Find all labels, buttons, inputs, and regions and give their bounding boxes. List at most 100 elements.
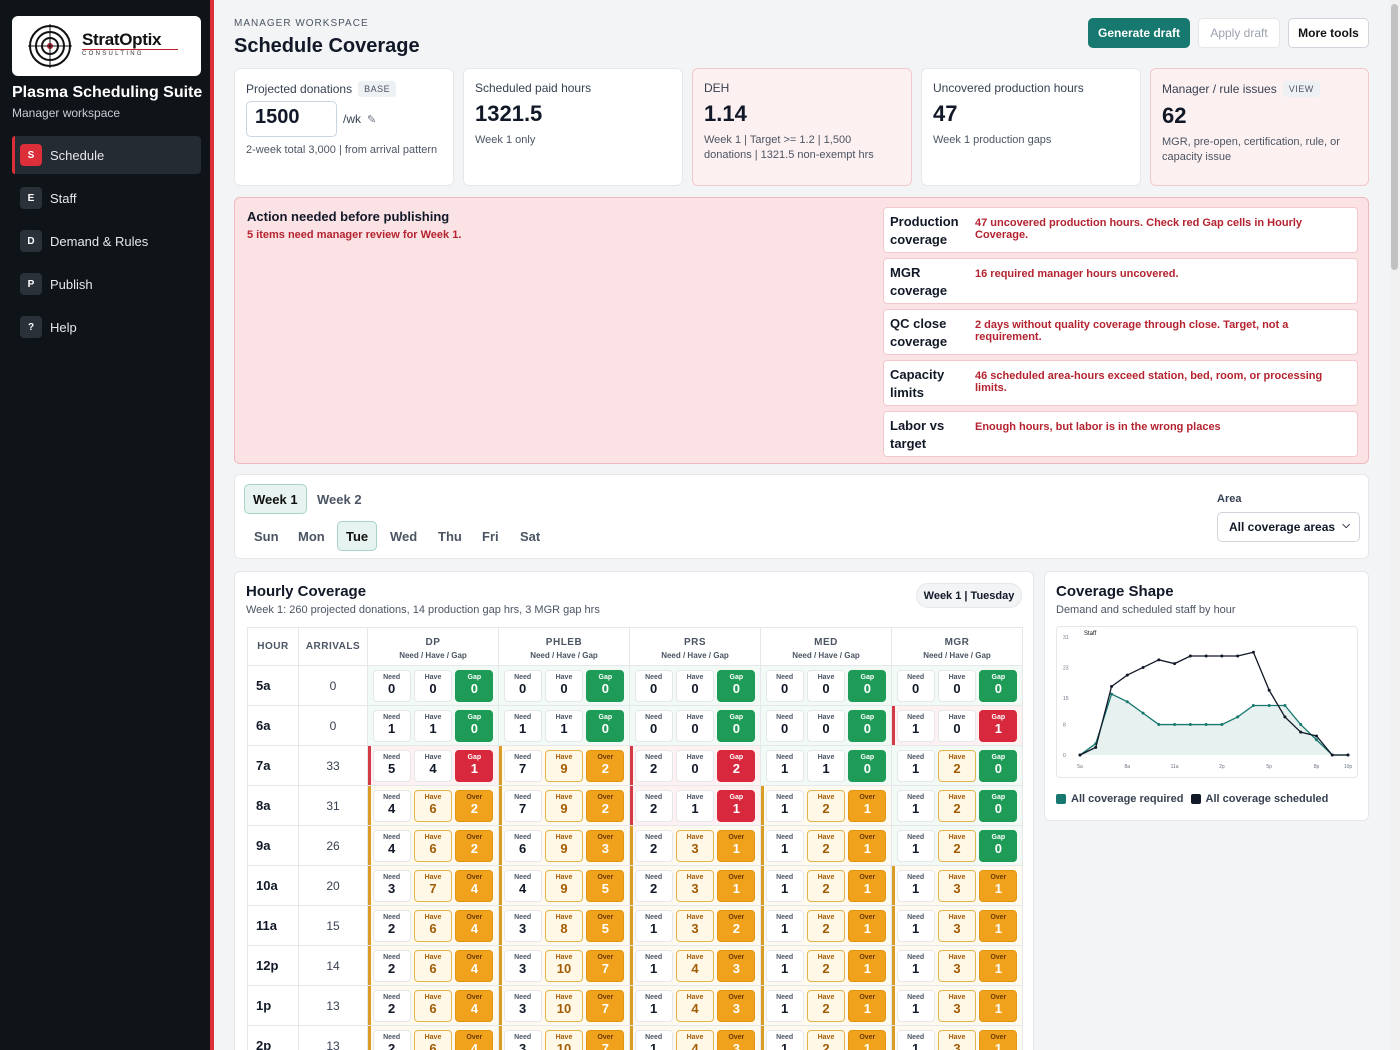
have-box: Have 3 (937, 989, 976, 1022)
need-box-label: Need (776, 833, 794, 841)
day-wed[interactable]: Wed (390, 528, 418, 544)
coverage-cell[interactable]: Need 3 Have 10 Over 7 (498, 1025, 630, 1050)
more-tools-button[interactable]: More tools (1288, 18, 1369, 48)
coverage-cell[interactable]: Need 5 Have 4 Gap 1 (367, 745, 499, 786)
coverage-cell[interactable]: Need 2 Have 3 Over 1 (629, 825, 761, 866)
coverage-cell[interactable]: Need 2 Have 3 Over 1 (629, 865, 761, 906)
day-fri[interactable]: Fri (482, 528, 499, 544)
coverage-cell[interactable]: Need 0 Have 0 Gap 0 (629, 705, 761, 746)
coverage-cell[interactable]: Need 1 Have 0 Gap 1 (891, 705, 1023, 746)
coverage-cell[interactable]: Need 2 Have 0 Gap 2 (629, 745, 761, 786)
need-box: Need 3 (503, 949, 542, 982)
coverage-cell[interactable]: Need 1 Have 2 Gap 0 (891, 825, 1023, 866)
coverage-cell[interactable]: Need 7 Have 9 Over 2 (498, 745, 630, 786)
coverage-cell[interactable]: Need 1 Have 1 Gap 0 (760, 745, 892, 786)
coverage-cell-values: Need 2 Have 6 Over 4 (368, 989, 498, 1022)
donations-input[interactable]: 1500 (246, 101, 337, 137)
kpi-manager-issues[interactable]: Manager / rule issues VIEW 62 MGR, pre-o… (1150, 68, 1369, 186)
issue-capacity-limits[interactable]: Capacity limits 46 scheduled area-hours … (883, 360, 1358, 406)
issue-production-coverage[interactable]: Production coverage 47 uncovered product… (883, 207, 1358, 253)
area-name: MED (814, 636, 838, 648)
status-box-label: Over (466, 793, 483, 801)
coverage-cell[interactable]: Need 1 Have 3 Over 1 (891, 1025, 1023, 1050)
scrollbar-thumb[interactable] (1391, 4, 1398, 270)
page-scrollbar[interactable] (1389, 0, 1400, 1050)
coverage-cell[interactable]: Need 2 Have 6 Over 4 (367, 985, 499, 1026)
coverage-cell[interactable]: Need 1 Have 2 Over 1 (760, 985, 892, 1026)
coverage-cell[interactable]: Need 1 Have 3 Over 2 (629, 905, 761, 946)
series-point-0 (1141, 711, 1145, 715)
sidebar-item-demand-rules[interactable]: D Demand & Rules (12, 222, 201, 260)
coverage-cell[interactable]: Need 1 Have 2 Over 1 (760, 905, 892, 946)
coverage-cell[interactable]: Need 1 Have 4 Over 3 (629, 1025, 761, 1050)
status-box-value: 2 (732, 920, 740, 936)
coverage-cell-values: Need 5 Have 4 Gap 1 (368, 749, 498, 782)
coverage-cell[interactable]: Need 1 Have 1 Gap 0 (367, 705, 499, 746)
day-sat[interactable]: Sat (520, 528, 541, 544)
have-box-label: Have (555, 793, 573, 801)
coverage-cell[interactable]: Need 1 Have 3 Over 1 (891, 985, 1023, 1026)
coverage-cell[interactable]: Need 3 Have 8 Over 5 (498, 905, 630, 946)
generate-draft-button[interactable]: Generate draft (1088, 18, 1190, 48)
pencil-icon[interactable]: ✎ (367, 113, 377, 126)
sidebar-item-publish[interactable]: P Publish (12, 265, 201, 303)
coverage-cell[interactable]: Need 0 Have 0 Gap 0 (629, 665, 761, 706)
kpi-label: Manager / rule issues VIEW (1162, 81, 1357, 97)
issue-qc-close-coverage[interactable]: QC close coverage 2 days without quality… (883, 309, 1358, 355)
coverage-cell[interactable]: Need 3 Have 10 Over 7 (498, 985, 630, 1026)
tab-week-1[interactable]: Week 1 (244, 484, 307, 514)
coverage-cell[interactable]: Need 4 Have 6 Over 2 (367, 825, 499, 866)
coverage-cell[interactable]: Need 0 Have 0 Gap 0 (498, 665, 630, 706)
need-box: Need 0 (634, 709, 673, 742)
coverage-cell[interactable]: Need 0 Have 0 Gap 0 (760, 665, 892, 706)
y-tick-label: 23 (1063, 665, 1069, 671)
coverage-cell[interactable]: Need 3 Have 7 Over 4 (367, 865, 499, 906)
day-mon[interactable]: Mon (298, 528, 325, 544)
have-box: Have 4 (675, 949, 714, 982)
coverage-cell[interactable]: Need 2 Have 6 Over 4 (367, 1025, 499, 1050)
coverage-cell[interactable]: Need 0 Have 0 Gap 0 (367, 665, 499, 706)
coverage-cell[interactable]: Need 0 Have 0 Gap 0 (891, 665, 1023, 706)
sidebar-item-schedule[interactable]: S Schedule (12, 136, 201, 174)
day-tue[interactable]: Tue (337, 521, 378, 551)
coverage-cell[interactable]: Need 1 Have 2 Gap 0 (891, 745, 1023, 786)
table-row: 8a 31 Need 4 Have 6 Over 2 Need 7 Have 9 Over 2 Need 2 H… (247, 785, 1023, 826)
coverage-cell[interactable]: Need 1 Have 4 Over 3 (629, 945, 761, 986)
view-tag[interactable]: VIEW (1282, 81, 1320, 97)
coverage-cell[interactable]: Need 1 Have 3 Over 1 (891, 865, 1023, 906)
area-select[interactable]: All coverage areas ⌵ (1217, 512, 1360, 542)
have-box-value: 6 (429, 800, 437, 816)
day-sun[interactable]: Sun (254, 528, 279, 544)
coverage-cell[interactable]: Need 1 Have 2 Over 1 (760, 865, 892, 906)
sidebar-item-help[interactable]: ? Help (12, 308, 201, 346)
coverage-cell[interactable]: Need 1 Have 2 Gap 0 (891, 785, 1023, 826)
coverage-cell[interactable]: Need 1 Have 4 Over 3 (629, 985, 761, 1026)
apply-draft-button[interactable]: Apply draft (1198, 18, 1280, 48)
coverage-cell[interactable]: Need 1 Have 2 Over 1 (760, 785, 892, 826)
issue-labor-vs-target[interactable]: Labor vs target Enough hours, but labor … (883, 411, 1358, 457)
coverage-cell[interactable]: Need 2 Have 6 Over 4 (367, 945, 499, 986)
coverage-cell[interactable]: Need 1 Have 3 Over 1 (891, 905, 1023, 946)
status-box-label: Over (466, 913, 483, 921)
issue-name: QC close coverage (890, 316, 948, 349)
coverage-cell[interactable]: Need 4 Have 9 Over 5 (498, 865, 630, 906)
tab-week-2[interactable]: Week 2 (317, 491, 362, 507)
sidebar-item-staff[interactable]: E Staff (12, 179, 201, 217)
coverage-cell[interactable]: Need 0 Have 0 Gap 0 (760, 705, 892, 746)
coverage-cell[interactable]: Need 4 Have 6 Over 2 (367, 785, 499, 826)
coverage-cell[interactable]: Need 1 Have 2 Over 1 (760, 945, 892, 986)
coverage-cell[interactable]: Need 2 Have 1 Gap 1 (629, 785, 761, 826)
coverage-cell[interactable]: Need 3 Have 10 Over 7 (498, 945, 630, 986)
coverage-cell[interactable]: Need 1 Have 3 Over 1 (891, 945, 1023, 986)
coverage-cell[interactable]: Need 6 Have 9 Over 3 (498, 825, 630, 866)
coverage-cell[interactable]: Need 1 Have 1 Gap 0 (498, 705, 630, 746)
coverage-cell[interactable]: Need 7 Have 9 Over 2 (498, 785, 630, 826)
coverage-cell[interactable]: Need 1 Have 2 Over 1 (760, 1025, 892, 1050)
issue-mgr-coverage[interactable]: MGR coverage 16 required manager hours u… (883, 258, 1358, 304)
series-point-1 (1236, 654, 1240, 658)
day-thu[interactable]: Thu (438, 528, 462, 544)
coverage-cell[interactable]: Need 1 Have 2 Over 1 (760, 825, 892, 866)
area-select-value: All coverage areas (1229, 520, 1336, 534)
coverage-cell-values: Need 1 Have 2 Gap 0 (892, 749, 1022, 782)
coverage-cell[interactable]: Need 2 Have 6 Over 4 (367, 905, 499, 946)
